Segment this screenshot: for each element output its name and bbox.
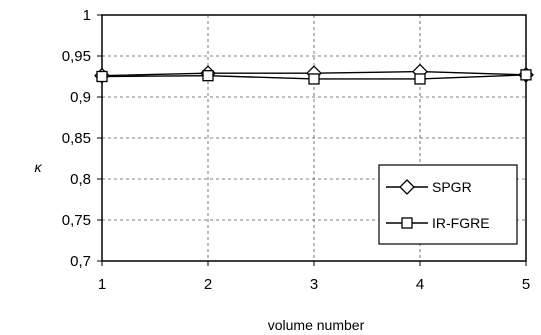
data-point-ir-fgre <box>308 73 320 85</box>
x-axis-label: volume number <box>268 317 365 333</box>
y-axis-label: κ <box>35 159 43 175</box>
x-tick-label: 1 <box>98 276 106 293</box>
x-tick-label: 4 <box>416 276 424 293</box>
series <box>94 63 534 85</box>
x-tick-label: 3 <box>310 276 318 293</box>
y-tick-label: 0,9 <box>70 89 91 106</box>
y-tick-label: 0,75 <box>62 212 91 229</box>
y-tick-label: 0,8 <box>70 171 91 188</box>
y-tick-label: 0,7 <box>70 253 91 270</box>
legend-marker-ir-fgre <box>401 217 413 229</box>
legend: SPGR IR-FGRE <box>378 164 518 245</box>
data-point-ir-fgre <box>96 70 108 83</box>
x-axis-ticks: 1 2 3 4 5 <box>98 261 530 293</box>
data-point-ir-fgre <box>202 70 214 82</box>
y-tick-label: 0,95 <box>62 48 91 65</box>
data-point-ir-fgre <box>414 73 426 85</box>
legend-marker-spgr <box>399 179 415 195</box>
x-tick-label: 5 <box>522 276 530 293</box>
x-tick-label: 2 <box>204 276 212 293</box>
y-tick-label: 0,85 <box>62 130 91 147</box>
plot-area-frame <box>101 14 527 262</box>
y-axis-ticks: 0,7 0,75 0,8 0,85 0,9 0,95 1 <box>62 7 102 270</box>
legend-label-ir-fgre: IR-FGRE <box>432 215 490 231</box>
data-point-ir-fgre <box>520 69 532 81</box>
legend-box <box>378 164 518 245</box>
legend-label-spgr: SPGR <box>432 179 472 195</box>
y-tick-label: 1 <box>83 7 91 24</box>
